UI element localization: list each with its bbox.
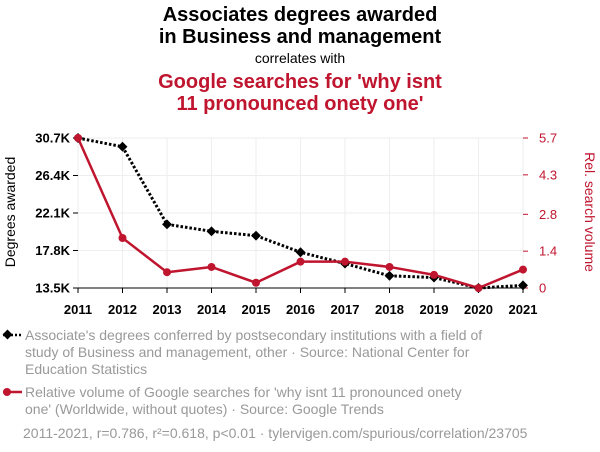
y-tick-right-label: 2.8 <box>539 207 557 222</box>
x-tick-label: 2017 <box>331 302 360 317</box>
y-tick-right-label: 4.3 <box>539 167 557 182</box>
chart-title2-line2: 11 pronounced onety one' <box>176 93 423 115</box>
chart-title2-line1: Google searches for 'why isnt <box>158 71 442 93</box>
series-1-point <box>295 247 306 258</box>
y-tick-left-label: 30.7K <box>35 131 70 146</box>
series-2-point <box>296 257 305 266</box>
x-tick-label: 2014 <box>197 302 227 317</box>
series-2-point <box>341 257 349 266</box>
y-tick-right-label: 0 <box>539 281 546 296</box>
x-tick-label: 2013 <box>153 302 182 317</box>
footer-stats: 2011-2021, r=0.786, r²=0.618, p<0.01 · t… <box>23 425 528 441</box>
series-2-point <box>207 262 216 271</box>
series-2-point <box>163 268 171 277</box>
legend-series1-marker <box>2 329 22 340</box>
series <box>73 133 528 293</box>
y-tick-left-label: 22.1K <box>35 206 70 221</box>
legend-series1-line1: Associate's degrees conferred by postsec… <box>25 327 482 343</box>
series-2-point <box>385 262 394 271</box>
axes: 13.5K 17.8K 22.1K 26.4K 30.7K 0 1.4 2.8 4.3 5.7 20… <box>35 131 557 318</box>
x-tick-label: 2019 <box>420 302 449 317</box>
legend-series2-marker <box>3 388 22 396</box>
x-tick-label: 2016 <box>286 302 315 317</box>
series-1-point <box>117 141 128 152</box>
legend-series1-line2: study of Business and management, other … <box>25 344 470 360</box>
chart-subtitle: correlates with <box>255 50 345 66</box>
y-tick-right-label: 5.7 <box>539 131 557 146</box>
legend: Associate's degrees conferred by postsec… <box>2 327 482 417</box>
x-tick-label: 2012 <box>108 302 137 317</box>
x-tick-label: 2021 <box>509 302 538 317</box>
series-1-point <box>251 230 261 241</box>
y-axis-label-right: Rel. search volume <box>582 152 598 272</box>
x-tick-label: 2020 <box>464 302 493 317</box>
x-tick-label: 2018 <box>375 302 404 317</box>
x-tick-label: 2011 <box>64 302 92 317</box>
series-1-point <box>518 280 528 291</box>
x-tick-label: 2015 <box>242 302 271 317</box>
y-tick-left-label: 13.5K <box>35 281 70 296</box>
legend-series2-line1: Relative volume of Google searches for '… <box>25 384 462 400</box>
series-2-point <box>519 265 527 274</box>
y-tick-right-label: 1.4 <box>539 244 557 259</box>
series-1-point <box>206 226 217 237</box>
series-2-point <box>74 134 82 142</box>
series-2-point <box>118 234 127 242</box>
legend-series2-line2: one' (Worldwide, without quotes) · Sourc… <box>25 401 384 417</box>
legend-series1-line3: Education Statistics <box>25 361 147 377</box>
y-tick-left-label: 26.4K <box>35 168 70 183</box>
series-2-point <box>430 270 438 279</box>
y-tick-left-label: 17.8K <box>35 243 70 258</box>
series-1-point <box>384 270 395 281</box>
y-axis-label-left: Degrees awarded <box>2 157 18 268</box>
series-2-point <box>252 278 260 287</box>
series-2-point <box>474 284 483 292</box>
grid <box>77 137 524 289</box>
chart-title-line1: Associates degrees awarded <box>163 4 438 26</box>
series-1-point <box>162 219 172 230</box>
chart-title-line2: in Business and management <box>159 26 442 48</box>
